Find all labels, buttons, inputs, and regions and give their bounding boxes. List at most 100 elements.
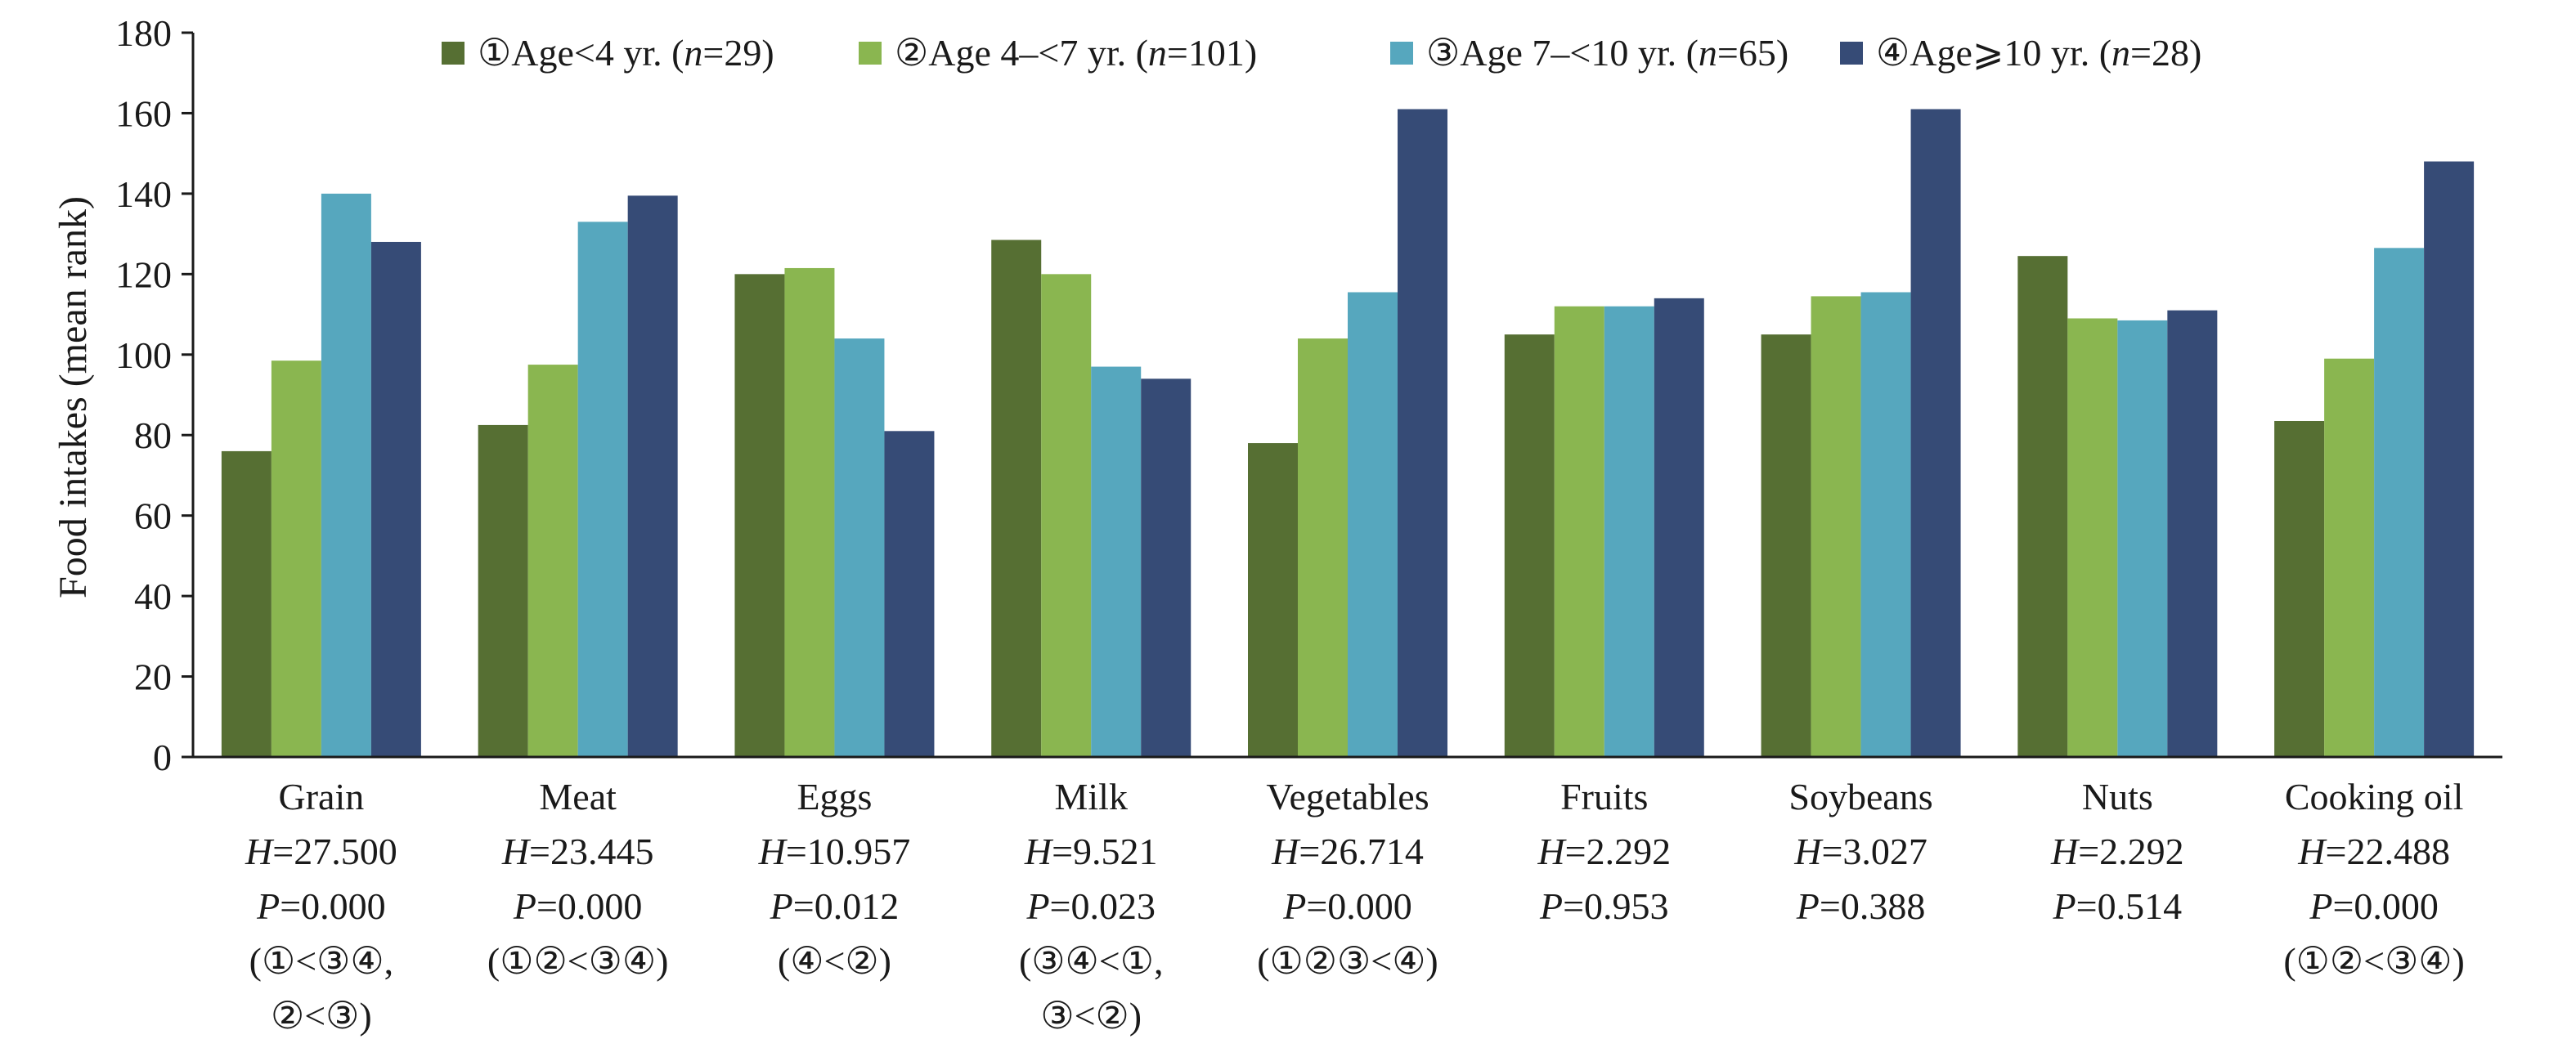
bar	[1910, 109, 1961, 757]
legend-label: ④Age⩾10 yr. (n=28)	[1876, 32, 2201, 74]
p-value-label: P=0.000	[513, 885, 643, 927]
legend-swatch	[1390, 42, 1413, 65]
x-tick-label: Meat	[539, 776, 617, 817]
post-hoc-label: (①②<③④)	[487, 940, 669, 982]
p-value-label: P=0.514	[2053, 885, 2183, 927]
bar-group	[2274, 161, 2475, 758]
legend-item: ③Age 7–<10 yr. (n=65)	[1390, 32, 1788, 74]
bar	[2067, 318, 2118, 757]
p-value-label: P=0.953	[1539, 885, 1669, 927]
bar-group	[221, 193, 421, 757]
p-value-label: P=0.000	[256, 885, 386, 927]
p-value-label: P=0.000	[2309, 885, 2439, 927]
legend-item: ②Age 4–<7 yr. (n=101)	[859, 32, 1257, 74]
x-tick-label: Milk	[1054, 776, 1127, 817]
p-value-label: P=0.023	[1025, 885, 1156, 927]
h-statistic-label: H=2.292	[1537, 831, 1671, 872]
p-value-label: P=0.388	[1796, 885, 1926, 927]
bar	[1604, 306, 1654, 757]
y-tick-label: 140	[115, 173, 172, 215]
y-tick-label: 0	[153, 737, 172, 778]
y-axis-title: Food intakes (mean rank)	[52, 196, 95, 598]
h-statistic-label: H=23.445	[501, 831, 654, 872]
y-axis: 0 20 40 60 80 100 120 140 160 180	[115, 12, 195, 778]
h-statistic-label: H=10.957	[758, 831, 911, 872]
bar	[2374, 248, 2425, 758]
x-tick-label: Fruits	[1560, 776, 1648, 817]
bar-group	[1248, 109, 1447, 757]
h-statistic-label: H=3.027	[1793, 831, 1928, 872]
bar-group	[991, 240, 1192, 757]
h-statistic-label: H=2.292	[2050, 831, 2184, 872]
bar	[1654, 298, 1704, 757]
bar	[577, 222, 628, 757]
bar	[221, 450, 272, 757]
h-statistic-label: H=9.521	[1024, 831, 1158, 872]
x-tick-label: Soybeans	[1788, 776, 1932, 817]
legend-swatch	[442, 42, 464, 65]
y-tick-label: 120	[115, 253, 172, 295]
x-tick-label: Cooking oil	[2285, 776, 2464, 817]
bar	[478, 424, 528, 757]
legend-label: ②Age 4–<7 yr. (n=101)	[895, 32, 1257, 74]
x-tick-label: Eggs	[797, 776, 872, 817]
bar	[1398, 109, 1447, 757]
y-tick-label: 80	[134, 414, 172, 456]
bar	[2167, 310, 2218, 758]
bar	[1041, 274, 1092, 757]
bar	[2324, 358, 2375, 757]
bar	[271, 361, 321, 757]
y-tick-label: 40	[134, 576, 172, 617]
post-hoc-label: (①<③④,	[249, 940, 393, 982]
h-statistic-label: H=27.500	[245, 831, 397, 872]
legend-label: ①Age<4 yr. (n=29)	[478, 32, 774, 74]
legend: ①Age<4 yr. (n=29) ②Age 4–<7 yr. (n=101) ③A…	[442, 32, 2201, 74]
bar	[2017, 256, 2068, 757]
bar	[1504, 334, 1555, 758]
legend-swatch	[1840, 42, 1863, 65]
post-hoc-label: (①②③<④)	[1257, 940, 1438, 982]
bar	[1348, 292, 1398, 757]
x-axis: Grain H=27.500 P=0.000 (①<③④, ②<③) Meat H=23.4…	[193, 755, 2502, 1037]
p-value-label: P=0.000	[1282, 885, 1412, 927]
bar	[1298, 338, 1348, 757]
h-statistic-label: H=22.488	[2297, 831, 2450, 872]
bar	[627, 195, 678, 758]
bar	[2424, 161, 2475, 757]
bar	[1091, 366, 1142, 757]
y-tick-label: 180	[115, 12, 172, 54]
bar-group	[1504, 298, 1704, 758]
bar	[321, 193, 371, 757]
bar	[1141, 378, 1192, 757]
bars	[221, 109, 2475, 758]
h-statistic-label: H=26.714	[1271, 831, 1424, 872]
bar-group	[734, 267, 935, 757]
bar	[834, 338, 885, 757]
bar	[734, 274, 785, 757]
post-hoc-label: (①②<③④)	[2283, 940, 2465, 982]
bar	[2274, 420, 2325, 757]
legend-swatch	[859, 42, 882, 65]
post-hoc-label: ②<③)	[271, 995, 372, 1037]
bar	[527, 365, 578, 757]
x-tick-label: Vegetables	[1266, 776, 1429, 817]
bar-group	[1761, 109, 1961, 758]
y-tick-label: 100	[115, 334, 172, 376]
y-tick-label: 60	[134, 495, 172, 537]
y-tick-label: 160	[115, 92, 172, 134]
p-value-label: P=0.012	[770, 885, 900, 927]
bar	[1860, 292, 1911, 757]
bar	[884, 431, 935, 757]
bar-group	[478, 195, 678, 758]
bar	[1248, 443, 1298, 757]
x-tick-label: Nuts	[2082, 776, 2153, 817]
post-hoc-label: (③④<①,	[1019, 940, 1163, 982]
legend-item: ④Age⩾10 yr. (n=28)	[1840, 32, 2201, 74]
post-hoc-label: ③<②)	[1040, 995, 1142, 1037]
post-hoc-label: (④<②)	[778, 940, 891, 982]
x-tick-label: Grain	[279, 776, 365, 817]
y-tick-label: 20	[134, 656, 172, 698]
legend-item: ①Age<4 yr. (n=29)	[442, 32, 774, 74]
